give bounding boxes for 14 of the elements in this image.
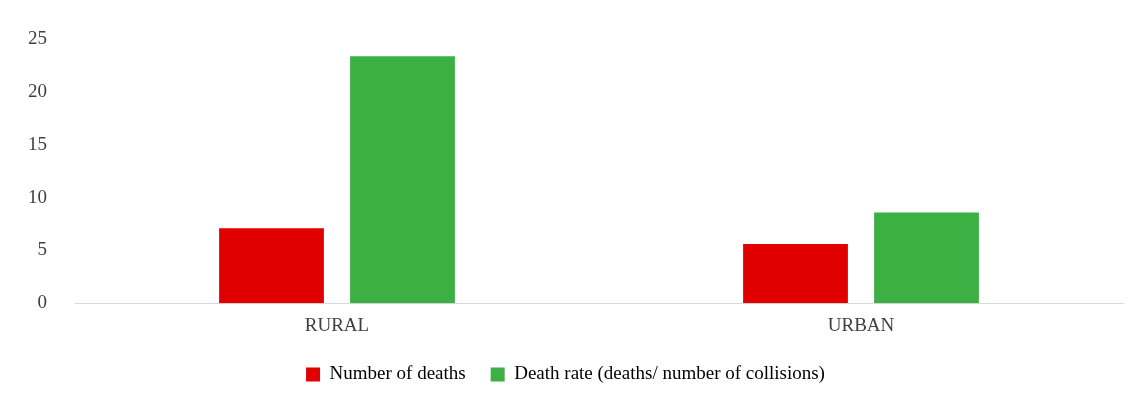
y-tick-label: 20 [28,80,47,102]
legend-label: Death rate (deaths/ number of collisions) [514,362,825,385]
x-tick-label: URBAN [827,313,895,335]
bar [350,56,455,304]
legend-label: Number of deaths [329,362,466,384]
bar [743,244,848,304]
y-tick-label: 0 [37,291,47,313]
x-tick-label: RURAL [304,313,370,335]
y-tick-label: 15 [28,132,47,154]
y-tick-label: 25 [28,27,47,49]
bar [874,212,979,304]
y-tick-label: 5 [37,238,47,260]
y-tick-label: 10 [28,185,47,207]
bar [219,228,324,304]
